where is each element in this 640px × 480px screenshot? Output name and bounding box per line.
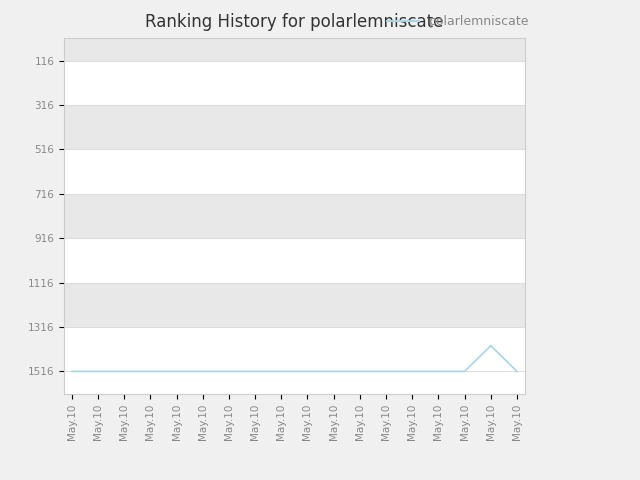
Legend: polarlemniscate: polarlemniscate <box>382 10 534 33</box>
polarlemniscate <box>408 369 416 374</box>
polarlemniscate <box>461 369 468 374</box>
polarlemniscate <box>94 369 102 374</box>
polarlemniscate <box>173 369 180 374</box>
polarlemniscate <box>303 369 311 374</box>
polarlemniscate <box>382 369 390 374</box>
polarlemniscate <box>252 369 259 374</box>
polarlemniscate <box>487 343 495 348</box>
polarlemniscate <box>435 369 442 374</box>
polarlemniscate <box>68 369 76 374</box>
Bar <box>64 194 525 238</box>
Line: polarlemniscate: polarlemniscate <box>72 346 517 372</box>
polarlemniscate <box>199 369 207 374</box>
polarlemniscate <box>120 369 128 374</box>
Bar <box>64 105 525 149</box>
Bar <box>64 38 525 60</box>
polarlemniscate <box>513 369 521 374</box>
Bar <box>64 283 525 327</box>
polarlemniscate <box>330 369 337 374</box>
polarlemniscate <box>225 369 233 374</box>
polarlemniscate <box>356 369 364 374</box>
polarlemniscate <box>278 369 285 374</box>
polarlemniscate <box>147 369 154 374</box>
Title: Ranking History for polarlemniscate: Ranking History for polarlemniscate <box>145 13 444 31</box>
